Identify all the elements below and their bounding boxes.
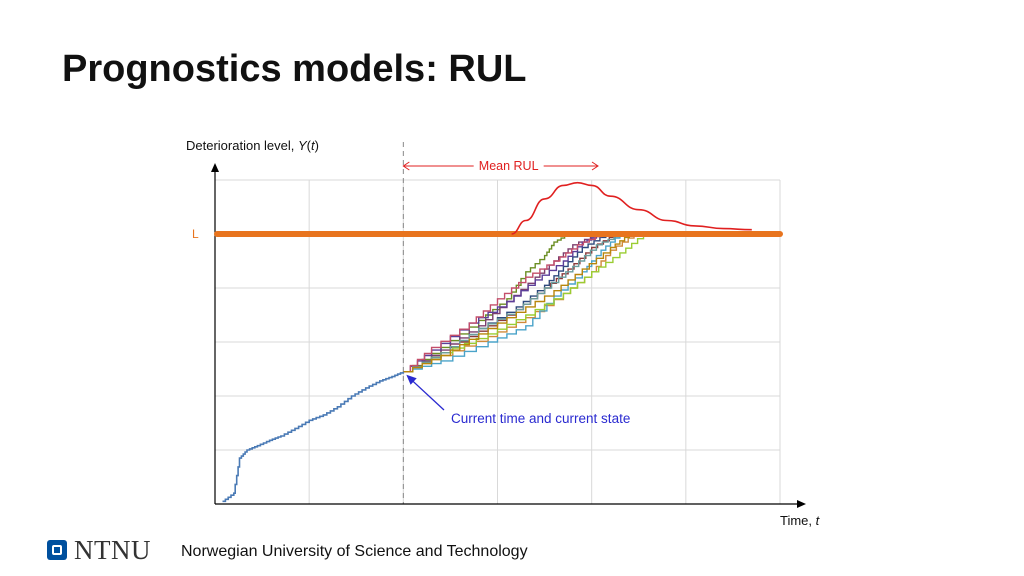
x-axis-label-var: t bbox=[816, 513, 821, 528]
mean-rul-left-arrowhead bbox=[402, 161, 410, 171]
simulated-path bbox=[403, 234, 569, 373]
ntnu-logo-icon bbox=[47, 540, 67, 560]
x-axis-arrowhead bbox=[797, 500, 806, 508]
mean-rul-right-arrowhead bbox=[591, 161, 599, 171]
simulated-path bbox=[403, 234, 621, 373]
annotation-pointer-line bbox=[411, 380, 445, 411]
simulated-path bbox=[403, 234, 616, 373]
y-axis-label-text: Deterioration level, bbox=[186, 138, 298, 153]
simulated-path bbox=[403, 234, 602, 373]
mean-rul-distribution-curve bbox=[511, 181, 752, 235]
slide-title: Prognostics models: RUL bbox=[62, 48, 527, 90]
y-axis-arrowhead bbox=[211, 163, 219, 172]
annotation-text: Current time and current state bbox=[451, 411, 630, 426]
simulated-path bbox=[403, 234, 621, 373]
y-axis-label-open: ( bbox=[307, 138, 312, 153]
ntnu-logo: NTNU bbox=[47, 535, 151, 565]
simulated-path bbox=[403, 234, 645, 373]
current-state-annotation: Current time and current state bbox=[406, 374, 630, 426]
ntnu-logo-text: NTNU bbox=[74, 535, 151, 565]
axes bbox=[211, 163, 806, 508]
threshold-label: L bbox=[192, 227, 199, 241]
simulated-path bbox=[403, 234, 607, 373]
y-axis-label-arg: t bbox=[311, 138, 316, 153]
y-axis-label-var: Y bbox=[298, 138, 308, 153]
simulated-path bbox=[403, 234, 635, 373]
y-axis-label: Deterioration level, Y(t) bbox=[186, 138, 319, 153]
history-path bbox=[222, 371, 405, 503]
simulated-paths bbox=[403, 234, 645, 373]
x-axis-label: Time, t bbox=[780, 513, 821, 528]
y-axis-label-close: ) bbox=[315, 138, 319, 153]
simulated-path bbox=[403, 234, 630, 373]
mean-rul-indicator: Mean RUL bbox=[402, 159, 599, 173]
x-axis-label-text: Time, bbox=[780, 513, 816, 528]
simulated-path bbox=[403, 234, 602, 373]
mean-rul-label: Mean RUL bbox=[479, 159, 539, 173]
annotation-arrowhead bbox=[406, 374, 417, 385]
institution-name: Norwegian University of Science and Tech… bbox=[181, 543, 528, 560]
